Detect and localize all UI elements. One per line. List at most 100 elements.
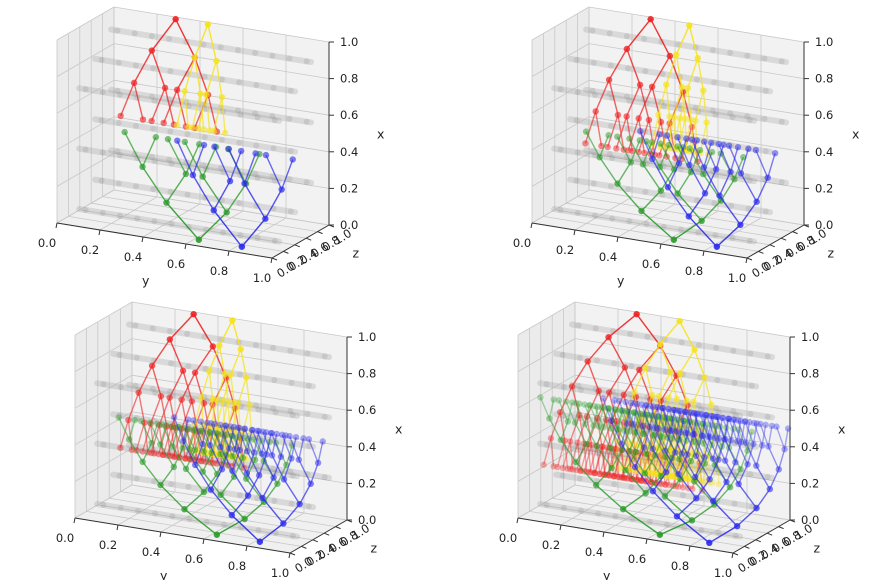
tree-edge <box>241 218 266 248</box>
tree-node <box>625 147 632 154</box>
tree-node <box>701 460 709 467</box>
tree-node <box>708 412 715 420</box>
tree-node <box>611 397 618 404</box>
tree-edge <box>283 458 293 480</box>
tree-node <box>642 402 650 409</box>
tree-edge <box>664 478 681 497</box>
tree-edge <box>690 428 699 454</box>
tree-node <box>223 209 230 216</box>
tree-node <box>690 398 697 405</box>
grid-line <box>131 374 348 411</box>
tree-edge <box>550 438 555 467</box>
tree-edge <box>701 200 722 222</box>
tree-node <box>569 466 577 473</box>
tree-edge <box>616 183 642 212</box>
tree-edge <box>633 424 645 448</box>
tree-node <box>211 143 218 150</box>
tree-edge <box>234 448 248 474</box>
grey-trace-point <box>168 221 175 228</box>
tree-edge <box>240 349 247 378</box>
tree-edge <box>703 142 712 168</box>
tree-edge <box>728 418 738 442</box>
tree-edge <box>164 87 175 125</box>
tree-node <box>709 455 717 462</box>
grid-line <box>588 189 805 226</box>
tree-node <box>658 404 666 412</box>
tree-edge <box>228 148 246 184</box>
tree-edge <box>184 57 196 92</box>
tree-node <box>591 469 598 477</box>
tree-node <box>614 180 621 187</box>
tree-edge <box>670 409 676 431</box>
grey-tube-trace <box>126 321 333 361</box>
grey-trace-point <box>185 363 192 370</box>
tree-edge <box>642 163 662 192</box>
tree-edge <box>755 149 769 179</box>
tree-edge <box>618 400 629 424</box>
tree-edge <box>280 435 287 457</box>
tree-node <box>686 22 693 29</box>
tree-edge <box>192 420 204 445</box>
tree-node <box>660 414 667 421</box>
grey-trace-point <box>287 468 294 475</box>
grey-trace-point <box>184 131 191 138</box>
tree-node <box>737 221 744 229</box>
tree-edge <box>712 425 723 447</box>
tree-node <box>706 476 713 483</box>
tree-node <box>710 413 717 420</box>
tree-edge <box>702 456 710 482</box>
z-axis-label: z <box>353 246 360 261</box>
tree-edge <box>634 466 654 492</box>
grey-trace-point <box>543 502 550 509</box>
tree-node <box>216 342 223 349</box>
tree-node <box>721 436 729 443</box>
grey-trace-point <box>575 443 582 450</box>
grey-trace-point <box>732 412 739 419</box>
grid-line <box>74 338 133 372</box>
grey-trace-point <box>135 507 141 514</box>
tree-node <box>292 433 300 441</box>
tree-node <box>197 418 205 425</box>
tree-edge <box>685 412 690 434</box>
tree-node <box>207 486 215 493</box>
tree-node <box>572 458 580 466</box>
tree-edge <box>686 405 696 435</box>
tree-edge <box>657 84 667 115</box>
tree-node <box>655 413 662 420</box>
tree-node <box>649 445 656 453</box>
tree-node <box>650 470 658 477</box>
tree-node <box>616 397 623 405</box>
tree-node <box>648 83 656 91</box>
tree-edge <box>713 486 731 505</box>
y-tick-label: 0.2 <box>556 243 574 257</box>
tree-node <box>204 419 211 426</box>
grey-trace-point <box>286 55 293 62</box>
tree-edge <box>227 402 235 430</box>
tree-node <box>219 397 227 405</box>
grey-trace-point <box>271 377 278 384</box>
grey-trace-point <box>592 325 599 332</box>
tree-node <box>709 497 717 505</box>
tree-edge <box>580 444 589 471</box>
tree-edge <box>703 377 712 405</box>
z-tick-mark <box>758 250 764 254</box>
tree-node <box>681 408 689 415</box>
tree-edge <box>629 432 638 452</box>
tree-node <box>701 374 708 381</box>
tree-node <box>673 428 681 435</box>
tree-edge <box>710 415 720 439</box>
tree-edge <box>231 449 241 472</box>
tree-edge <box>641 210 675 241</box>
x-tick-label: 0.0 <box>815 218 833 232</box>
grey-trace-point <box>134 215 141 222</box>
grey-trace-point <box>747 471 754 478</box>
z-axis-label: z <box>371 541 378 556</box>
y-tick-mark <box>159 531 162 538</box>
grey-trace-point <box>744 173 751 180</box>
tree-edge <box>127 392 140 421</box>
grey-trace-point <box>626 97 633 104</box>
grey-tube-trace <box>92 116 299 155</box>
tree-edge <box>171 425 184 449</box>
tree-edge <box>594 446 604 474</box>
